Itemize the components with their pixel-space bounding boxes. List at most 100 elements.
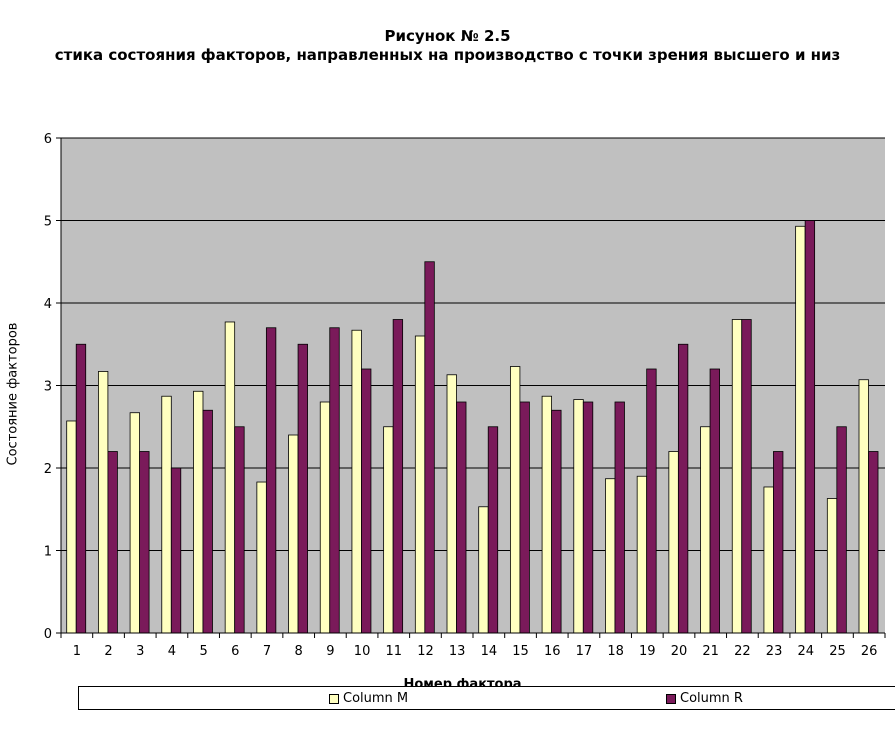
bar	[297, 343, 308, 634]
bar	[868, 451, 879, 634]
bar	[519, 401, 530, 634]
x-tick-label: 14	[481, 644, 498, 659]
bar	[605, 478, 616, 634]
x-tick-labels: 1 2 3 4 5 6 7 8 9 10 11 12 13 14 15 16 17 18 19 20 21 22 23 24 2…	[73, 644, 878, 659]
x-tick-label: 6	[231, 644, 239, 659]
x-tick-label: 11	[385, 644, 402, 659]
bars	[66, 220, 879, 634]
bar	[170, 467, 182, 634]
bar	[456, 401, 467, 634]
bar	[731, 319, 743, 634]
x-tick-label: 20	[671, 644, 688, 659]
x-tick-label: 25	[829, 644, 846, 659]
bar	[709, 368, 720, 634]
bar	[75, 343, 87, 634]
bar	[234, 426, 245, 634]
bar	[256, 481, 267, 634]
bar	[446, 374, 457, 634]
bar	[107, 451, 118, 634]
x-tick-label: 13	[449, 644, 466, 659]
bar	[636, 475, 648, 634]
bar	[509, 366, 521, 634]
bar	[804, 220, 816, 634]
x-tick-label: 26	[861, 644, 878, 659]
bar	[741, 319, 752, 634]
x-tick-label: 19	[639, 644, 656, 659]
bar	[551, 409, 562, 634]
bar	[700, 426, 711, 634]
y-tick-labels: 0 1 2 3 4 5 6	[44, 132, 52, 642]
x-tick-label: 9	[326, 644, 334, 659]
bar	[424, 261, 435, 634]
x-tick-label: 3	[136, 644, 144, 659]
x-tick-label: 16	[544, 644, 561, 659]
x-tick-label: 21	[702, 644, 719, 659]
legend-item-r: Column R	[666, 691, 743, 706]
x-tick-label: 15	[512, 644, 529, 659]
y-tick-label: 2	[44, 462, 52, 477]
bar	[614, 401, 625, 634]
bar	[582, 401, 594, 634]
bar	[773, 451, 784, 634]
x-tick-label: 8	[295, 644, 303, 659]
bar	[224, 321, 236, 634]
bar	[646, 368, 657, 634]
chart-title: Рисунок № 2.5	[384, 27, 511, 45]
x-tick-label: 18	[607, 644, 624, 659]
bar	[478, 506, 489, 634]
y-tick-label: 1	[44, 545, 52, 560]
y-axis-label: Состояние факторов	[5, 322, 21, 466]
bar	[763, 486, 774, 634]
bar	[351, 329, 362, 634]
chart-subtitle: стика состояния факторов, направленных н…	[54, 46, 841, 64]
bar	[97, 371, 109, 634]
bar	[541, 395, 552, 634]
bar	[668, 451, 679, 634]
y-tick-label: 6	[44, 132, 52, 147]
x-tick-label: 2	[104, 644, 112, 659]
y-tick-label: 5	[44, 215, 52, 230]
legend: Column M Column R	[78, 686, 895, 710]
bar	[129, 412, 140, 634]
x-tick-label: 4	[168, 644, 176, 659]
bar	[361, 368, 372, 634]
x-tick-label: 1	[73, 644, 81, 659]
x-tick-label: 17	[576, 644, 593, 659]
legend-label-m: Column M	[343, 691, 409, 706]
legend-label-r: Column R	[680, 691, 743, 706]
bar	[487, 426, 499, 634]
bar	[677, 343, 689, 634]
bar	[265, 327, 277, 634]
x-tick-label: 24	[797, 644, 814, 659]
bar	[826, 498, 838, 634]
bar	[139, 451, 150, 634]
x-tick-label: 10	[354, 644, 371, 659]
x-tick-label: 5	[199, 644, 207, 659]
bar	[573, 399, 584, 634]
x-tick-label: 22	[734, 644, 751, 659]
axes	[56, 137, 886, 638]
bar	[161, 395, 172, 634]
bar	[288, 434, 299, 634]
y-tick-label: 0	[44, 627, 52, 642]
bar	[66, 420, 77, 634]
legend-swatch-m	[329, 693, 339, 704]
bar	[836, 426, 847, 634]
y-tick-label: 3	[44, 380, 52, 395]
bar	[858, 379, 869, 634]
x-tick-label: 12	[417, 644, 434, 659]
bar	[329, 327, 340, 634]
bar	[202, 409, 213, 634]
y-tick-label: 4	[44, 297, 52, 312]
bar	[414, 335, 426, 634]
bar	[383, 426, 394, 634]
legend-item-m: Column M	[329, 691, 408, 706]
bar	[319, 401, 331, 634]
x-tick-label: 23	[766, 644, 783, 659]
bar	[193, 390, 204, 634]
bar	[795, 225, 806, 634]
legend-swatch-r	[666, 693, 676, 704]
x-tick-label: 7	[263, 644, 271, 659]
bar	[392, 319, 404, 634]
